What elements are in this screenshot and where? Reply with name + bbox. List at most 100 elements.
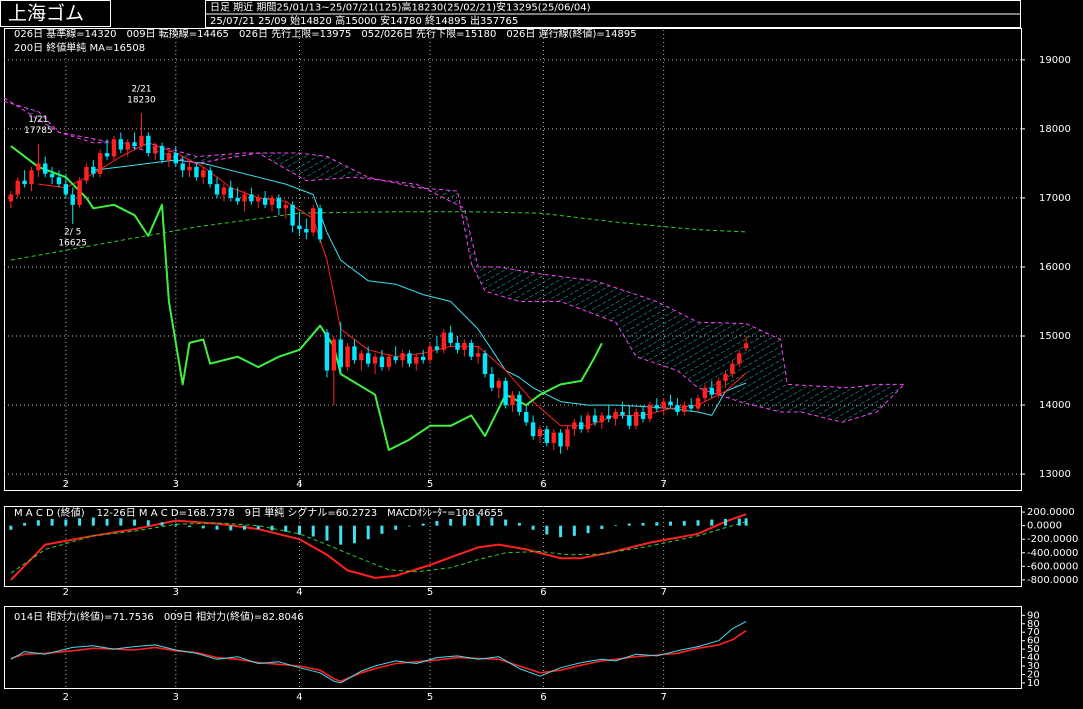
candle-body <box>352 346 357 361</box>
candle-body <box>572 422 577 430</box>
series-line <box>4 97 905 389</box>
histogram-bar <box>737 518 741 526</box>
candle-body <box>249 194 254 202</box>
candle-body <box>579 422 584 430</box>
candle-body <box>627 415 632 426</box>
candle-body <box>22 180 27 185</box>
histogram-bar <box>476 515 480 526</box>
histogram-bar <box>284 525 288 532</box>
candle-body <box>565 429 570 447</box>
candle-body <box>682 405 687 412</box>
candle-body <box>372 356 378 364</box>
histogram-bar <box>9 525 13 530</box>
candle-body <box>400 353 405 361</box>
x-tick-label: 7 <box>660 692 666 703</box>
candle-body <box>98 153 103 174</box>
histogram-bar <box>91 517 95 526</box>
annotation-value: 16625 <box>58 238 87 248</box>
candle-body <box>228 187 233 198</box>
candle-body <box>173 153 178 164</box>
histogram-bar <box>229 525 233 531</box>
candle-body <box>77 180 82 205</box>
candle-body <box>324 332 330 371</box>
candle-body <box>530 422 536 437</box>
histogram-bar <box>462 516 466 526</box>
candle-body <box>585 415 591 430</box>
panel-frame <box>4 28 1022 491</box>
candle-body <box>613 411 618 419</box>
histogram-bar <box>201 525 205 529</box>
histogram-bar <box>655 522 659 526</box>
histogram-bar <box>710 519 714 526</box>
candle-body <box>379 356 385 368</box>
candle-body <box>49 173 55 178</box>
panel-title: M A C D (終値) <box>14 506 85 519</box>
candle-body <box>256 197 261 202</box>
cloud <box>4 97 905 423</box>
histogram-bar <box>352 525 356 544</box>
x-tick-label: 4 <box>296 587 302 598</box>
histogram-bar <box>174 524 178 526</box>
candle-body <box>524 411 529 423</box>
y-tick-label: 16000 <box>1039 262 1071 273</box>
candle-body <box>269 197 275 205</box>
candle-body <box>510 394 515 406</box>
candle-body <box>407 353 412 364</box>
candle-body <box>166 153 172 160</box>
histogram-bar <box>449 518 453 526</box>
y-tick-label: 19000 <box>1039 55 1071 66</box>
candle-body <box>640 411 646 419</box>
candle-body <box>338 339 343 368</box>
x-tick-label: 3 <box>173 587 179 598</box>
candle-body <box>283 204 288 209</box>
candle-body <box>441 332 446 350</box>
candle-body <box>482 353 488 374</box>
histogram-bar <box>517 522 521 526</box>
histogram-bar <box>215 525 219 530</box>
histogram-bar <box>270 525 274 531</box>
x-tick-label: 6 <box>540 587 546 598</box>
series-line <box>4 100 905 423</box>
histogram-bar <box>600 525 604 530</box>
candle-body <box>544 429 550 444</box>
price-info: 25/07/21 25/09 始14820 高15000 安14780 終148… <box>210 14 518 27</box>
histogram-bar <box>146 520 150 526</box>
y-tick-label: 30 <box>1027 661 1040 672</box>
candle-body <box>709 387 714 395</box>
candle-body <box>146 135 151 154</box>
candle-body <box>242 194 247 202</box>
plot-area <box>4 30 1021 490</box>
candle-body <box>207 170 213 185</box>
candle-body <box>654 405 660 409</box>
candle-body <box>180 163 185 171</box>
candle-body <box>311 208 316 233</box>
series-line <box>10 620 747 684</box>
legend-entry: 009日 転換線=14465 <box>126 27 228 40</box>
candle-body <box>695 398 701 409</box>
y-tick-label: 90 <box>1027 610 1040 621</box>
legend-entry: 9日 単純 シグナル=60.2723 <box>245 506 377 519</box>
candle-body <box>716 380 721 395</box>
histogram-bar <box>614 524 618 526</box>
histogram-bar <box>724 518 728 526</box>
histogram-bar <box>545 525 549 535</box>
annotation-date: 2/21 <box>131 85 151 95</box>
histogram-bar <box>311 525 315 537</box>
y-tick-label: 14000 <box>1039 400 1071 411</box>
histogram-bar <box>504 519 508 526</box>
candle-body <box>620 411 625 416</box>
candle-body <box>365 353 371 364</box>
y-tick-label: 70 <box>1027 627 1040 638</box>
y-tick-label: -400.0000 <box>1027 548 1078 559</box>
histogram-bar <box>119 518 123 526</box>
series-line <box>10 521 747 574</box>
histogram-bar <box>78 518 82 526</box>
candle-body <box>592 415 598 423</box>
candle-body <box>359 353 364 361</box>
histogram-bar <box>435 520 439 526</box>
candle-body <box>675 405 680 412</box>
annotation-value: 18230 <box>127 96 156 106</box>
candle-body <box>104 153 110 157</box>
x-tick-label: 5 <box>427 479 433 490</box>
